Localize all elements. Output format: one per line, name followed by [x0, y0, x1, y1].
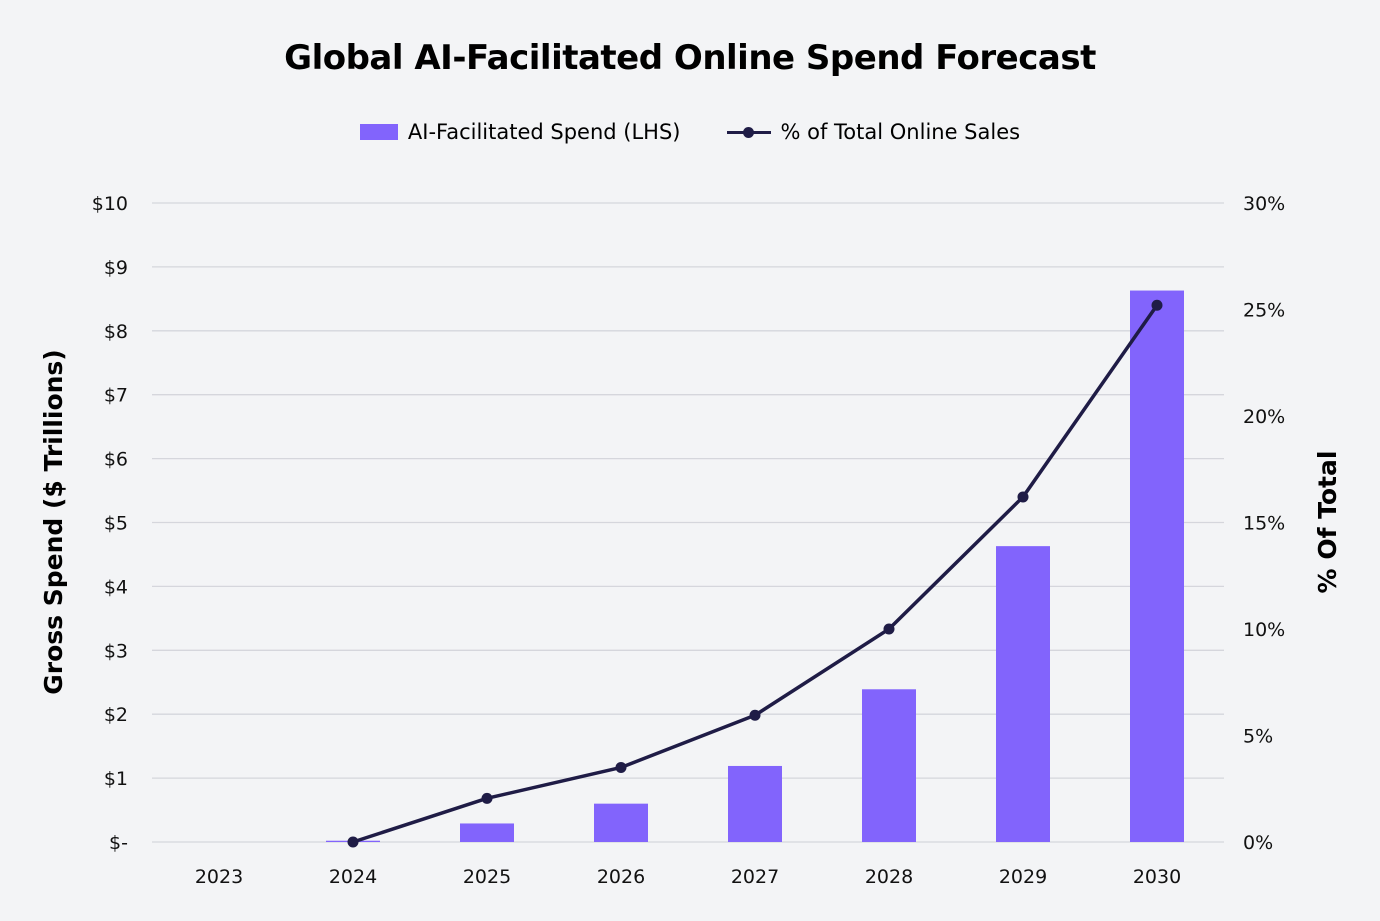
line-point-2024 — [347, 836, 359, 848]
y-tick-label: $8 — [104, 321, 128, 343]
x-tick-label: 2026 — [597, 866, 645, 888]
y-tick-label: $10 — [92, 193, 128, 215]
bar-2025 — [460, 823, 514, 842]
legend-label-spend: AI-Facilitated Spend (LHS) — [407, 120, 681, 144]
y-tick-label: $1 — [104, 768, 128, 790]
bar-2026 — [594, 803, 648, 842]
x-tick-label: 2030 — [1133, 866, 1181, 888]
y-tick-label: $2 — [104, 704, 128, 726]
y2-tick-label: 10% — [1243, 619, 1285, 641]
y-tick-label: $4 — [104, 576, 128, 598]
y-tick-label: $9 — [104, 257, 128, 279]
line-point-2025 — [481, 792, 493, 804]
legend-label-percent: % of Total Online Sales — [780, 120, 1021, 144]
bar-2029 — [996, 546, 1050, 842]
legend-line-swatch — [726, 124, 771, 140]
y-tick-label: $6 — [104, 449, 128, 471]
legend-bar-swatch — [359, 124, 398, 140]
y2-tick-label: 30% — [1243, 193, 1285, 215]
x-tick-label: 2025 — [463, 866, 511, 888]
line-point-2026 — [615, 761, 627, 773]
line-point-2028 — [883, 623, 895, 635]
legend-item-spend: AI-Facilitated Spend (LHS) — [359, 120, 681, 144]
bar-2028 — [862, 689, 916, 842]
line-point-2030 — [1151, 299, 1163, 311]
y-tick-label: $7 — [104, 385, 128, 407]
bar-2030 — [1130, 290, 1184, 843]
x-tick-label: 2028 — [865, 866, 913, 888]
x-tick-label: 2027 — [731, 866, 779, 888]
chart-title: Global AI-Facilitated Online Spend Forec… — [284, 38, 1096, 78]
y-tick-label: $3 — [104, 640, 128, 662]
bar-2027 — [728, 765, 782, 842]
y2-tick-label: 0% — [1243, 832, 1273, 854]
line-point-2027 — [749, 709, 761, 721]
y2-axis-title: % Of Total — [1313, 451, 1342, 594]
x-tick-label: 2029 — [999, 866, 1047, 888]
y2-tick-label: 20% — [1243, 406, 1285, 428]
y2-tick-label: 15% — [1243, 513, 1285, 535]
y2-tick-label: 25% — [1243, 300, 1285, 322]
legend: AI-Facilitated Spend (LHS) % of Total On… — [0, 120, 1380, 144]
y-tick-label: $- — [109, 832, 128, 854]
line-point-2029 — [1017, 491, 1029, 503]
y-axis-title: Gross Spend ($ Trillions) — [39, 349, 68, 694]
legend-item-percent: % of Total Online Sales — [726, 120, 1021, 144]
y-tick-label: $5 — [104, 513, 128, 535]
x-tick-label: 2023 — [195, 866, 243, 888]
x-tick-label: 2024 — [329, 866, 377, 888]
y2-tick-label: 5% — [1243, 726, 1273, 748]
